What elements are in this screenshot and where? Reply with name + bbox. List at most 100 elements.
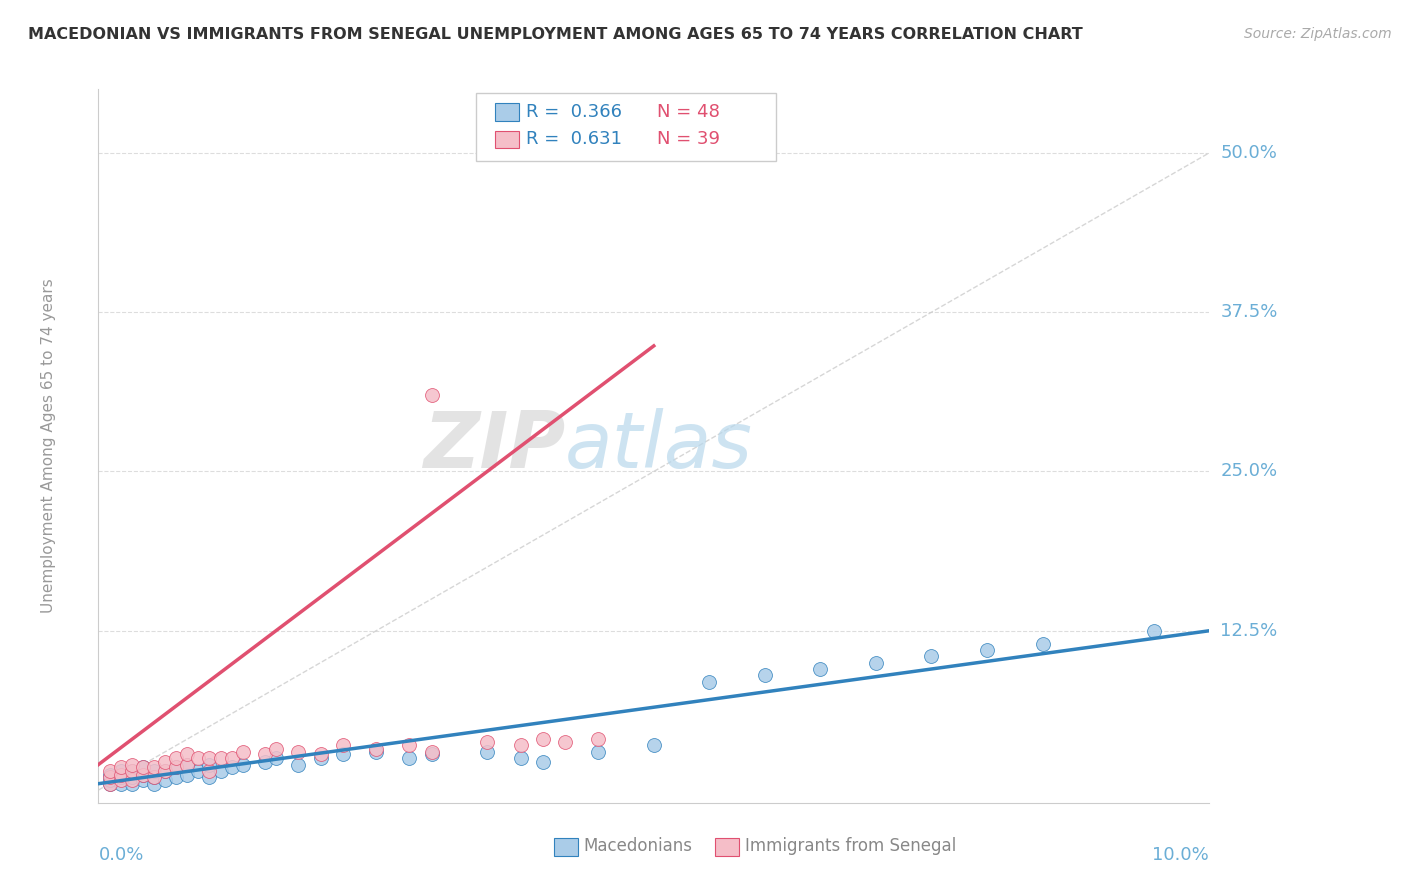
Point [98, 777, 121, 791]
Point [176, 768, 198, 782]
Point [209, 751, 232, 765]
FancyBboxPatch shape [495, 130, 519, 148]
Point [121, 772, 143, 787]
Point [98, 770, 121, 784]
Text: 37.5%: 37.5% [1220, 303, 1278, 321]
Point [754, 668, 776, 682]
Text: Macedonians: Macedonians [583, 837, 693, 855]
Point [810, 662, 832, 676]
Point [1143, 624, 1166, 638]
Point [420, 747, 443, 762]
Point [132, 760, 155, 774]
Point [143, 770, 166, 784]
Point [209, 764, 232, 778]
Point [309, 751, 332, 765]
Point [110, 764, 132, 778]
Point [143, 777, 166, 791]
Text: R =  0.366: R = 0.366 [526, 103, 621, 121]
Text: N = 48: N = 48 [657, 103, 720, 121]
Point [588, 745, 610, 759]
Point [398, 751, 420, 765]
FancyBboxPatch shape [554, 838, 578, 856]
Point [165, 760, 187, 774]
Point [153, 772, 176, 787]
Point [643, 739, 665, 753]
Point [264, 742, 287, 756]
Point [309, 747, 332, 762]
Point [232, 745, 254, 759]
Point [165, 760, 187, 774]
Point [253, 755, 276, 769]
Text: Unemployment Among Ages 65 to 74 years: Unemployment Among Ages 65 to 74 years [41, 278, 56, 614]
Point [98, 768, 121, 782]
Point [699, 674, 721, 689]
Point [420, 388, 443, 402]
Point [153, 764, 176, 778]
Point [121, 764, 143, 778]
Point [132, 772, 155, 787]
Point [110, 777, 132, 791]
Point [920, 649, 942, 664]
Point [531, 755, 554, 769]
Point [287, 745, 309, 759]
Point [531, 732, 554, 747]
Point [366, 745, 388, 759]
Point [110, 770, 132, 784]
Point [187, 751, 209, 765]
Point [198, 751, 221, 765]
Text: 12.5%: 12.5% [1220, 622, 1278, 640]
Point [165, 751, 187, 765]
Point [198, 764, 221, 778]
FancyBboxPatch shape [477, 93, 776, 161]
Point [221, 751, 243, 765]
Text: atlas: atlas [565, 408, 752, 484]
Point [121, 764, 143, 778]
Text: ZIP: ZIP [423, 408, 565, 484]
Point [176, 757, 198, 772]
Point [121, 770, 143, 784]
Point [398, 739, 420, 753]
Point [475, 734, 499, 748]
Text: 0.0%: 0.0% [98, 846, 143, 863]
Text: 25.0%: 25.0% [1220, 462, 1278, 481]
Point [588, 732, 610, 747]
Point [264, 751, 287, 765]
Point [98, 777, 121, 791]
Point [132, 768, 155, 782]
Text: Source: ZipAtlas.com: Source: ZipAtlas.com [1244, 27, 1392, 41]
Point [143, 764, 166, 778]
Point [865, 656, 887, 670]
Point [232, 757, 254, 772]
Point [98, 772, 121, 787]
Point [554, 734, 576, 748]
Point [509, 751, 531, 765]
Point [420, 745, 443, 759]
Point [332, 739, 354, 753]
Point [110, 768, 132, 782]
Point [165, 770, 187, 784]
Point [121, 777, 143, 791]
Text: MACEDONIAN VS IMMIGRANTS FROM SENEGAL UNEMPLOYMENT AMONG AGES 65 TO 74 YEARS COR: MACEDONIAN VS IMMIGRANTS FROM SENEGAL UN… [28, 27, 1083, 42]
Point [475, 745, 499, 759]
Point [153, 764, 176, 778]
Point [121, 757, 143, 772]
Point [332, 747, 354, 762]
Point [143, 760, 166, 774]
Point [287, 757, 309, 772]
Point [176, 747, 198, 762]
Point [1032, 636, 1054, 650]
FancyBboxPatch shape [495, 103, 519, 121]
Text: 10.0%: 10.0% [1153, 846, 1209, 863]
Point [187, 764, 209, 778]
Point [976, 643, 998, 657]
Point [98, 764, 121, 778]
Point [198, 757, 221, 772]
Text: R =  0.631: R = 0.631 [526, 130, 621, 148]
Text: 50.0%: 50.0% [1220, 144, 1277, 162]
Point [176, 757, 198, 772]
Point [132, 768, 155, 782]
Point [221, 760, 243, 774]
Point [509, 739, 531, 753]
Point [143, 770, 166, 784]
Point [253, 747, 276, 762]
